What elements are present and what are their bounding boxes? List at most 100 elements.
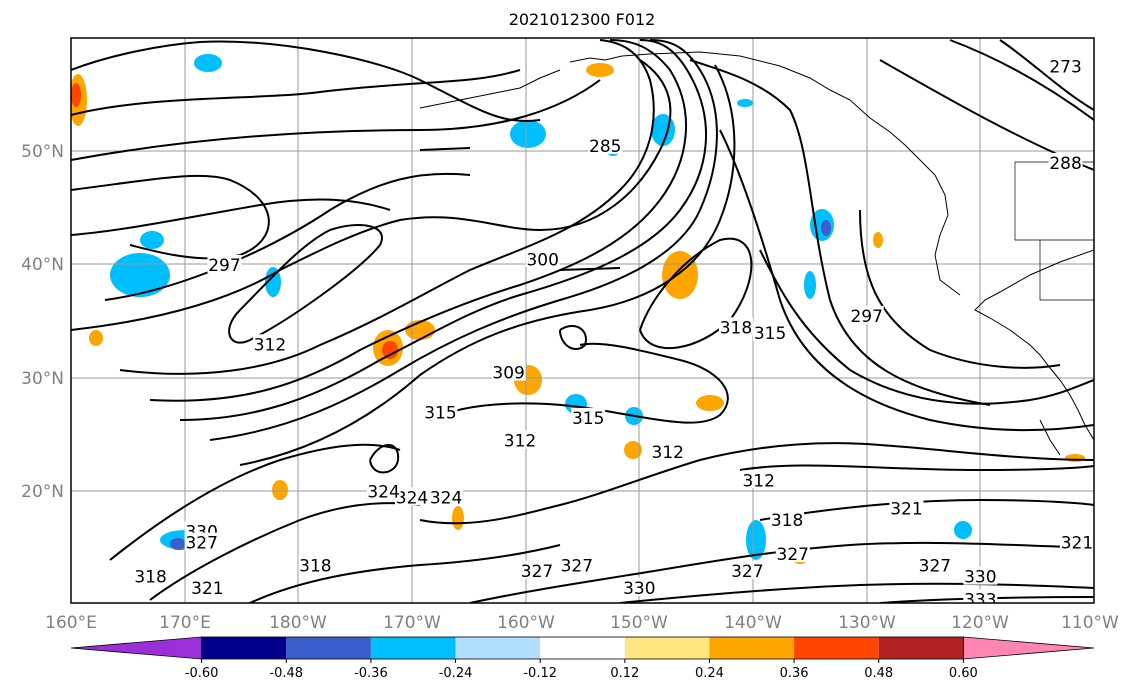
contour-label-bg [252, 334, 287, 353]
contour-line [739, 464, 1094, 472]
contour-line [71, 174, 270, 260]
contour-line [689, 59, 991, 406]
contour-label-bg [559, 555, 594, 574]
colorbar-segments [70, 636, 1095, 660]
colorbar: -0.60 -0.48 -0.36 -0.24 -0.12 0.12 0.24 0.36 0.4… [70, 636, 1095, 681]
contour-label-bg [133, 566, 168, 585]
contour-label-bg [366, 481, 401, 500]
contour-line [639, 237, 753, 350]
contour-label: 318 [720, 318, 752, 338]
contour-label: 324 [430, 488, 462, 508]
contour-label-bg [1059, 532, 1094, 551]
colorbar-segment [878, 637, 964, 659]
contour-label: 297 [850, 307, 882, 327]
contour-label: 285 [589, 137, 621, 157]
contour-label-bg [298, 555, 333, 574]
contour-label: 327 [777, 545, 809, 565]
contour-label-bg [525, 249, 560, 268]
colorbar-tick-label: -0.12 [523, 666, 557, 681]
north-america-coast [974, 249, 1094, 441]
fill-patch [696, 395, 724, 411]
contour-line [759, 498, 1094, 521]
colorbar-tick-label: 0.12 [610, 666, 639, 681]
colorbar-frame [201, 636, 964, 660]
contour-label: 327 [185, 534, 217, 554]
theta-contours [71, 39, 1094, 603]
contour-label-bg [1048, 152, 1083, 171]
colorbar-tick-label: -0.24 [439, 666, 473, 681]
contour-label-bg [963, 589, 998, 603]
contour-label-bg [741, 470, 776, 489]
contour-line [228, 224, 383, 344]
contour-label: 330 [964, 568, 996, 588]
lon-label: 170°E [159, 613, 211, 633]
contour-line [119, 39, 655, 375]
lon-label: 150°W [610, 613, 668, 633]
contour-line [71, 59, 672, 331]
contour-label: 327 [561, 556, 593, 576]
contour-label: 321 [1061, 534, 1093, 554]
contour-label-bg [889, 498, 924, 517]
colorbar-segment [624, 637, 710, 659]
fill-patch [140, 231, 164, 249]
contour-label: 312 [742, 471, 774, 491]
lon-label: 110°W [1061, 613, 1119, 633]
lat-label: 50°N [21, 142, 64, 162]
contour-label: 327 [521, 562, 553, 582]
contour-line [71, 40, 541, 122]
contour-label: 324 [396, 488, 428, 508]
lat-label: 20°N [21, 482, 64, 502]
colorbar-segment [540, 637, 625, 659]
lon-label: 120°W [951, 613, 1009, 633]
contour-label: 273 [1049, 58, 1081, 78]
contour-line [149, 502, 421, 601]
colorbar-tick-label: 0.36 [780, 666, 809, 681]
contour-line [209, 39, 718, 441]
contour-line [559, 325, 587, 350]
contour-label-bg [190, 577, 225, 596]
contour-label-bg [917, 555, 952, 574]
contour-label: 315 [754, 324, 786, 344]
contour-label-bg [520, 560, 555, 579]
fill-patch [746, 520, 766, 560]
colorbar-segment [370, 637, 456, 659]
contour-line [71, 69, 521, 116]
contour-line [419, 147, 471, 151]
contour-label-bg [423, 402, 458, 421]
latitude-axis: 50°N 40°N 30°N 20°N [21, 142, 64, 502]
fill-patch [624, 441, 642, 459]
contour-label-bg [588, 135, 623, 154]
contour-label-bg [1048, 56, 1083, 75]
contour-label-bg [718, 317, 753, 336]
contour-label: 315 [572, 409, 604, 429]
contour-label: 333 [964, 590, 996, 610]
contour-line [109, 443, 401, 561]
contour-line [469, 541, 1094, 603]
lat-label: 40°N [21, 255, 64, 275]
contour-label-bg [184, 532, 219, 551]
fill-patch [170, 538, 186, 550]
contour-label-bg [622, 577, 657, 596]
lon-label: 130°W [838, 613, 896, 633]
aleutian-islands [419, 69, 561, 109]
contour-label: 312 [652, 443, 684, 463]
fill-patch [89, 330, 103, 346]
contour-label: 312 [254, 335, 286, 355]
colorbar-tick-label: 0.60 [949, 666, 978, 681]
contour-label-bg [849, 305, 884, 324]
fill-patch [71, 83, 81, 107]
contour-label-bg [770, 509, 805, 528]
contour-label-bg [395, 487, 429, 506]
contour-label: 312 [504, 432, 536, 452]
baja-coast [1039, 419, 1061, 456]
fill-patch [737, 99, 753, 107]
colorbar-segment [201, 637, 287, 659]
contour-line [239, 64, 736, 466]
contour-label-bg [963, 566, 998, 585]
contour-line [104, 172, 471, 301]
contour-line [429, 342, 729, 424]
contour-line [999, 39, 1094, 111]
fill-patch [662, 251, 698, 299]
longitude-axis: 160°E 170°E 180°W 170°W 160°W 150°W 140°… [45, 613, 1119, 633]
